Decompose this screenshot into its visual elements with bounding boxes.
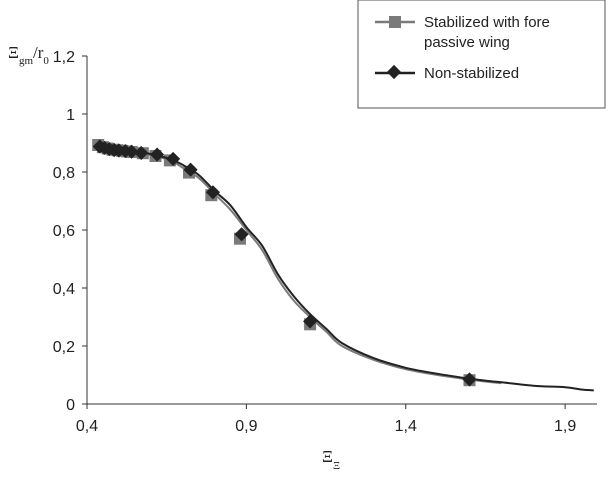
x-tick-label: 1,4: [395, 418, 417, 435]
x-tick-label: 0,4: [76, 418, 98, 435]
y-tick-label: 0: [66, 397, 75, 414]
legend-label-stabilized-line1: Stabilized with fore: [424, 14, 550, 31]
y-tick-label: 0,8: [53, 165, 75, 182]
series-layer: [92, 139, 594, 392]
series-stabilized: [92, 139, 502, 387]
x-tick-label: 0,9: [235, 418, 257, 435]
series-line: [96, 144, 594, 392]
legend-marker-square: [389, 16, 401, 28]
data-point-diamond: [234, 227, 249, 242]
legend-entry-non-stabilized: Non-stabilized: [375, 64, 519, 82]
data-point-diamond: [205, 185, 220, 200]
data-point-diamond: [124, 144, 139, 159]
series-non-stabilized: [92, 139, 594, 392]
data-point-diamond: [303, 314, 318, 329]
x-axis-ticks: 0,4 0,9 1,4 1,9: [76, 404, 576, 435]
data-point-diamond: [150, 147, 165, 162]
data-point-diamond: [134, 145, 149, 160]
y-tick-label: 0,6: [53, 223, 75, 240]
legend-label-non-stabilized: Non-stabilized: [424, 65, 519, 82]
x-axis-title: ΞΞ: [322, 447, 340, 472]
y-axis-ticks: 0 0,2 0,4 0,6 0,8 1 1,2: [53, 49, 87, 414]
legend: Stabilized with fore passive wing Non-st…: [357, 0, 606, 109]
legend-label-stabilized: Stabilized with fore passive wing: [424, 14, 554, 51]
legend-entry-stabilized: Stabilized with fore passive wing: [375, 14, 554, 51]
y-tick-label: 1: [66, 107, 75, 124]
y-axis-title: Ξgm/r0: [8, 43, 49, 67]
y-tick-label: 1,2: [53, 49, 75, 66]
legend-marker-diamond: [386, 64, 402, 80]
x-tick-label: 1,9: [554, 418, 576, 435]
data-point-diamond: [462, 372, 477, 387]
legend-label-stabilized-line2: passive wing: [424, 34, 510, 51]
data-point-diamond: [166, 151, 181, 166]
y-tick-label: 0,2: [53, 339, 75, 356]
series-line: [96, 144, 502, 385]
data-point-diamond: [183, 162, 198, 177]
y-tick-label: 0,4: [53, 281, 75, 298]
